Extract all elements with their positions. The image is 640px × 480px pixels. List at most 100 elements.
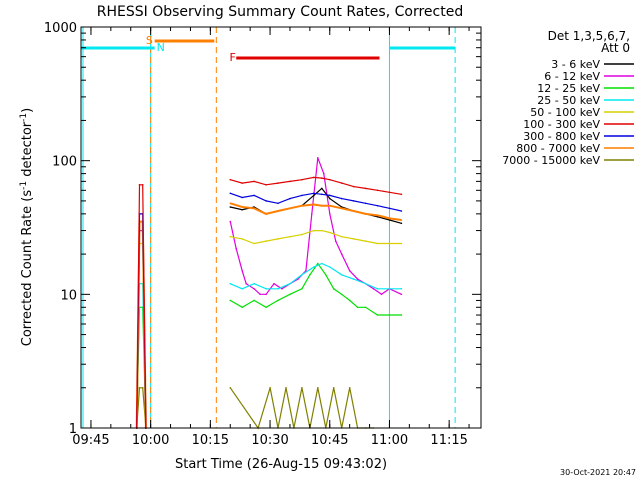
y-tick-label: 100 [52, 155, 77, 170]
series-point [340, 253, 343, 255]
series-point [325, 274, 327, 276]
series-point [289, 293, 291, 296]
series-point [356, 278, 359, 280]
series-point [241, 306, 243, 309]
series-point [253, 282, 255, 285]
series-point [317, 387, 319, 389]
series-point [348, 299, 351, 302]
series-point [329, 197, 331, 200]
series-point [138, 387, 141, 389]
series-point [340, 235, 343, 238]
series-point [340, 182, 343, 184]
series-line [136, 184, 147, 429]
y-tick-label: 10 [60, 288, 77, 303]
series-point [376, 214, 379, 217]
series-point [364, 213, 367, 215]
series-point [380, 293, 383, 296]
legend-label: 300 - 800 keV [523, 130, 600, 143]
series-point [388, 242, 391, 245]
series-point [241, 206, 243, 208]
series-point [323, 172, 325, 175]
series-point [364, 306, 367, 309]
series-point [229, 178, 232, 181]
footer-timestamp: 30-Oct-2021 20:47 [560, 468, 636, 477]
y-axis: 1 10 100 1000 [44, 21, 481, 437]
series-point [313, 229, 315, 232]
series-line [230, 176, 402, 195]
series-point [348, 387, 351, 389]
series-point [332, 387, 335, 389]
series-point [235, 247, 237, 250]
series-point [313, 192, 315, 195]
series-point [289, 180, 291, 183]
series-point [352, 210, 355, 212]
series-point [340, 207, 343, 210]
x-axis-label: Start Time (26-Aug-15 09:43:02) [175, 457, 387, 472]
series-point [372, 288, 375, 290]
series-point [400, 210, 403, 212]
series-point [334, 240, 337, 242]
series-point [321, 204, 323, 207]
series-point [321, 262, 323, 265]
series-point [321, 229, 323, 232]
series-point [400, 193, 403, 196]
series-point [273, 282, 275, 285]
series-point [329, 178, 331, 181]
series-point [241, 288, 243, 290]
series-point [321, 177, 323, 179]
series-point [281, 288, 283, 290]
x-tick-label: 11:15 [430, 433, 467, 448]
series-point [376, 242, 379, 245]
series-point [352, 238, 355, 240]
annotation-layer: SN F [81, 27, 456, 428]
legend-label: 25 - 50 keV [537, 94, 600, 107]
series-point [301, 387, 303, 389]
series-point [352, 278, 355, 280]
series-point [364, 187, 367, 190]
series-point [229, 235, 232, 238]
series-point [229, 282, 232, 285]
series-point [352, 200, 355, 202]
x-tick-label: 10:30 [251, 433, 288, 448]
series-point [241, 196, 243, 199]
series-point [329, 266, 331, 268]
series-point [289, 207, 291, 210]
series-point [253, 288, 255, 290]
series-point [265, 306, 267, 309]
series-point [277, 299, 279, 302]
series-point [376, 204, 379, 207]
series-point [329, 213, 331, 215]
series-point [301, 288, 303, 290]
flare-label: F [229, 51, 235, 64]
series-point [311, 213, 313, 215]
legend-label: 50 - 100 keV [530, 106, 600, 119]
series-point [388, 207, 391, 210]
series-point [400, 219, 403, 221]
series-point [253, 242, 255, 245]
x-tick-label: 10:00 [132, 433, 169, 448]
legend-header-line-1: Det 1,3,5,6,7, [548, 29, 630, 43]
series-point [289, 197, 291, 200]
chart-title: RHESSI Observing Summary Count Rates, Co… [97, 4, 463, 20]
legend-label: 800 - 7000 keV [516, 142, 600, 155]
series-point [329, 231, 331, 234]
series-point [265, 288, 267, 290]
series-point [332, 288, 335, 290]
legend-label: 100 - 300 keV [523, 118, 600, 131]
series-point [289, 282, 291, 285]
series-line [230, 262, 402, 290]
series-point [364, 240, 367, 242]
series-point [356, 306, 359, 309]
saa-label: S [146, 34, 153, 47]
series-point [348, 270, 351, 272]
series-point [301, 178, 303, 181]
x-tick-label: 11:00 [371, 433, 408, 448]
series-point [313, 194, 315, 197]
legend-label: 6 - 12 keV [544, 70, 600, 83]
series-point [340, 274, 343, 276]
series-point [313, 176, 315, 179]
series-point [321, 193, 323, 196]
series-point [253, 194, 255, 197]
series-line [229, 262, 402, 316]
series-point [241, 270, 243, 272]
